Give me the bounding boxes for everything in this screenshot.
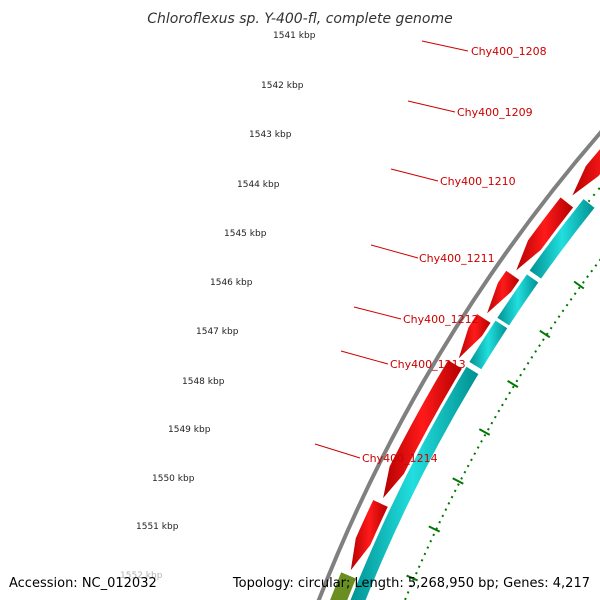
feature-track (329, 197, 596, 600)
feature-block (349, 365, 480, 600)
label-leader (390, 168, 439, 182)
label-leader (370, 244, 419, 259)
accession-label: Accession: NC_012032 (9, 576, 157, 591)
gene-label[interactable]: Chy400_1210 (440, 175, 516, 188)
tick-mark (478, 428, 491, 436)
label-leader (340, 350, 389, 365)
gene-label[interactable]: Chy400_1212 (403, 313, 479, 326)
feature-block (496, 273, 540, 327)
gene-label[interactable]: Chy400_1211 (419, 252, 495, 265)
tick-label: 1543 kbp (249, 130, 292, 140)
label-leader (407, 100, 456, 113)
tick-label: 1542 kbp (261, 81, 304, 91)
genome-backbone (316, 130, 600, 600)
tick-label: 1550 kbp (152, 474, 195, 484)
label-leader (314, 443, 361, 459)
tick-label: 1544 kbp (237, 180, 280, 190)
cds-arrow (485, 269, 521, 316)
tick-label: 1546 kbp (210, 278, 253, 288)
tick-label: 1552 kbp (120, 571, 163, 581)
gene-label[interactable]: Chy400_1209 (457, 106, 533, 119)
cds-arrow (514, 195, 575, 273)
tick-label: 1547 kbp (196, 327, 239, 337)
gene-label[interactable]: Chy400_1213 (390, 358, 466, 371)
tick-mark (452, 477, 464, 485)
tick-mark (573, 280, 585, 290)
feature-block (468, 319, 509, 371)
tick-mark (539, 329, 551, 339)
tick-mark (406, 574, 418, 582)
map-title: Chloroflexus sp. Y-400-fl, complete geno… (147, 11, 453, 27)
tick-label: 1549 kbp (168, 425, 211, 435)
tick-label: 1545 kbp (224, 229, 267, 239)
label-leaders (314, 40, 469, 459)
cds-arrow (349, 498, 390, 573)
tick-mark (428, 525, 441, 533)
cds-track (329, 147, 600, 600)
gene-label[interactable]: Chy400_1208 (471, 45, 547, 58)
cds-arrow (381, 358, 464, 501)
tick-label: 1551 kbp (136, 522, 179, 532)
tick-label: 1548 kbp (182, 377, 225, 387)
topology-label: Topology: circular; Length: 5,268,950 bp… (232, 576, 590, 591)
label-leader (353, 306, 402, 320)
feature-block (528, 197, 596, 280)
gene-label[interactable]: Chy400_1214 (362, 452, 438, 465)
cds-arrow (457, 312, 492, 361)
label-leader (421, 40, 469, 52)
tick-mark (507, 380, 519, 388)
cds-arrow (570, 147, 600, 198)
feature-block (329, 571, 358, 600)
tick-label: 1541 kbp (273, 31, 316, 41)
